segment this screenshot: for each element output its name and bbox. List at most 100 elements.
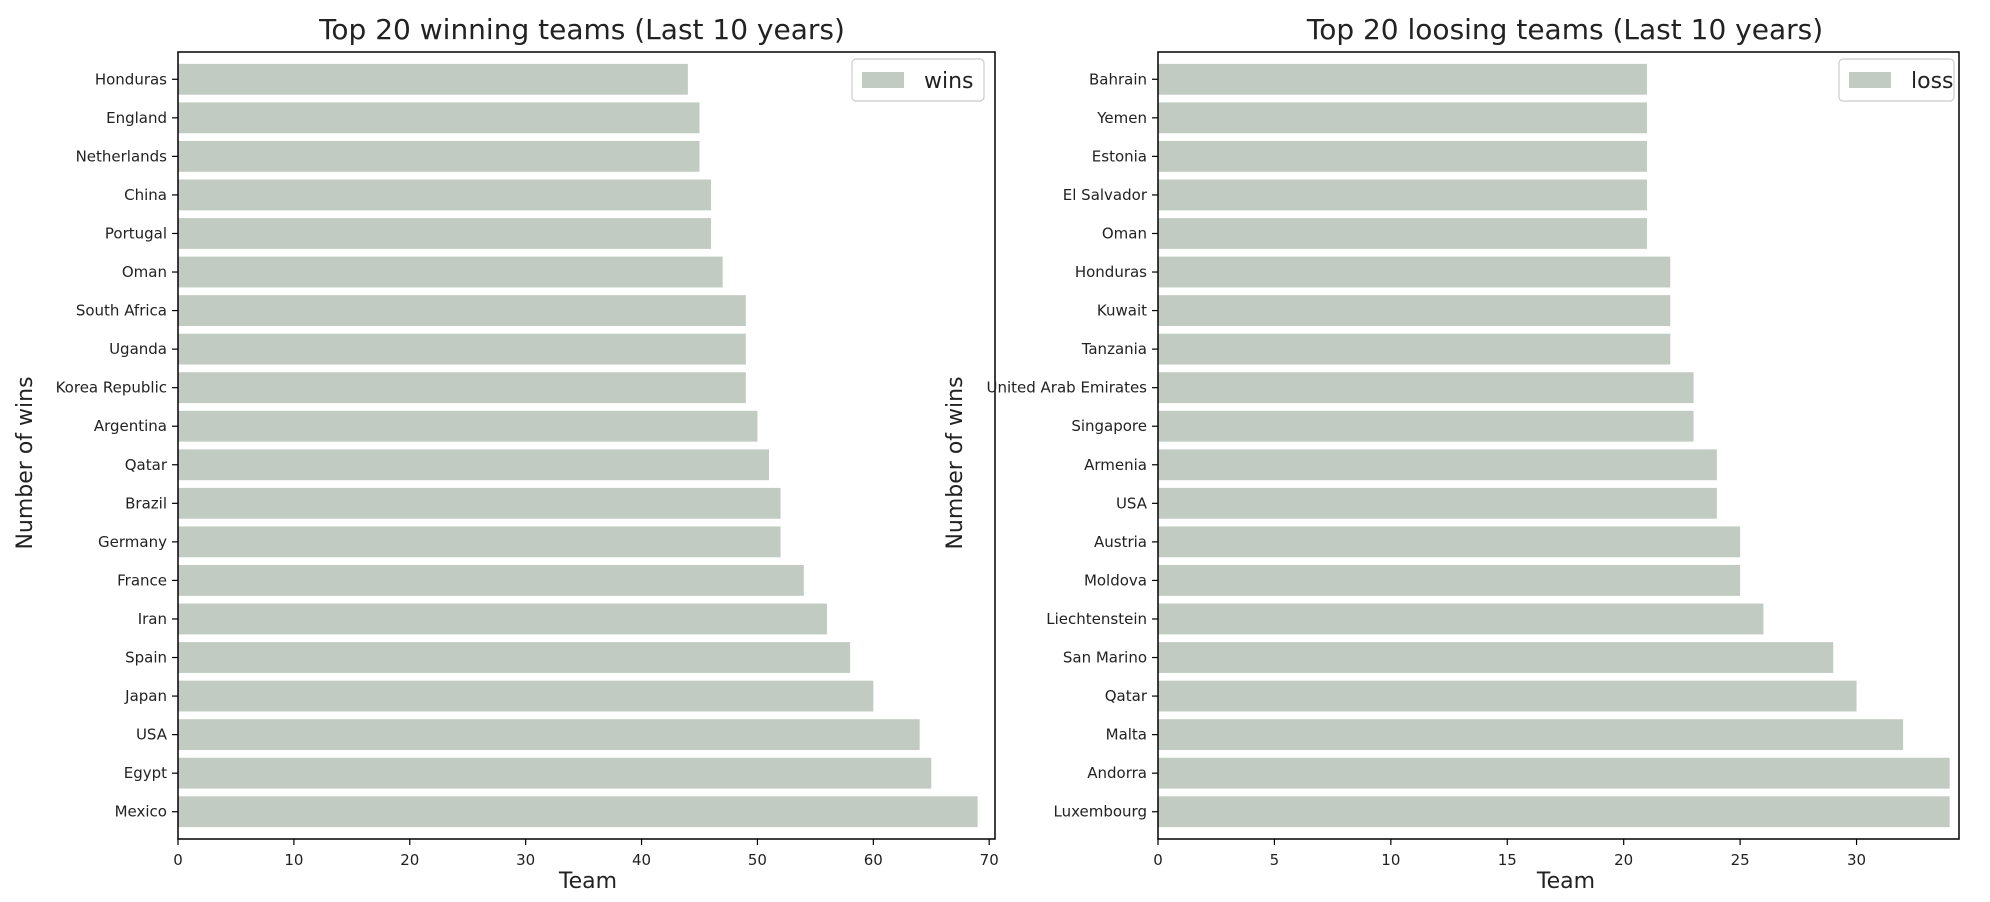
y-tick-label: USA: [136, 726, 168, 744]
x-tick-label: 60: [864, 851, 883, 869]
x-tick-label: 0: [1153, 851, 1163, 869]
chart-losing-teams: Top 20 loosing teams (Last 10 years) Tea…: [943, 13, 1960, 894]
y-tick-label: Qatar: [1105, 687, 1148, 705]
y-tick-label: Korea Republic: [56, 379, 167, 397]
y-tick-label: Honduras: [95, 70, 167, 88]
x-axis-label: Team: [558, 869, 617, 894]
bar-el-salvador: [1158, 179, 1647, 211]
y-tick-label: Kuwait: [1097, 302, 1147, 320]
y-tick-label: Japan: [124, 687, 167, 705]
bar-honduras: [1158, 256, 1671, 288]
x-tick-label: 30: [1847, 851, 1866, 869]
bar-bahrain: [1158, 63, 1647, 95]
bar-andorra: [1158, 757, 1950, 789]
bar-austria: [1158, 526, 1741, 558]
legend-box: [1838, 58, 1955, 102]
x-tick-label: 5: [1270, 851, 1280, 869]
y-tick-label: Moldova: [1084, 571, 1147, 589]
y-tick-label: Armenia: [1084, 456, 1147, 474]
x-tick-label: 30: [516, 851, 535, 869]
x-ticks: 0 5 10 15 20 25 30: [1153, 839, 1866, 869]
chart-title: Top 20 winning teams (Last 10 years): [318, 13, 845, 46]
y-ticks: Bahrain Yemen Estonia El Salvador Oman Hondur…: [986, 70, 1158, 821]
y-tick-label: Estonia: [1092, 147, 1147, 165]
y-tick-label: USA: [1116, 494, 1148, 512]
y-tick-label: Spain: [125, 649, 167, 667]
y-tick-label: Honduras: [1075, 263, 1147, 281]
y-tick-label: United Arab Emirates: [986, 379, 1147, 397]
bar-united-arab-emirates: [1158, 372, 1694, 404]
y-tick-label: France: [117, 571, 167, 589]
legend: loss: [1838, 58, 1955, 102]
plot-frame: [177, 51, 996, 840]
bar-oman: [178, 256, 723, 288]
y-tick-label: El Salvador: [1063, 186, 1148, 204]
x-ticks: 0 10 20 30 40 50 60 70: [173, 839, 999, 869]
legend-label: loss: [1911, 69, 1954, 94]
y-tick-label: Malta: [1106, 726, 1147, 744]
x-tick-label: 20: [400, 851, 419, 869]
y-tick-label: Netherlands: [76, 147, 168, 165]
bar-germany: [178, 526, 781, 558]
bar-luxembourg: [1158, 796, 1950, 828]
chart-winning-teams: Top 20 winning teams (Last 10 years) Tea…: [13, 13, 999, 894]
bar-singapore: [1158, 410, 1694, 442]
y-tick-label: Liechtenstein: [1046, 610, 1147, 628]
y-tick-label: Austria: [1094, 533, 1147, 551]
y-tick-label: South Africa: [76, 302, 167, 320]
bar-honduras: [178, 63, 688, 95]
bar-korea-republic: [178, 372, 746, 404]
y-tick-label: Tanzania: [1081, 340, 1147, 358]
legend-swatch: [1849, 72, 1891, 88]
bar-england: [178, 102, 700, 134]
bar-japan: [178, 680, 874, 712]
x-tick-label: 0: [173, 851, 183, 869]
bar-tanzania: [1158, 333, 1671, 365]
bar-kuwait: [1158, 295, 1671, 326]
y-tick-label: Iran: [138, 610, 167, 628]
y-axis-label: Number of wins: [943, 376, 968, 549]
bar-liechtenstein: [1158, 603, 1764, 635]
y-tick-label: Mexico: [115, 803, 167, 821]
x-axis-label: Team: [1536, 869, 1595, 894]
y-tick-label: Qatar: [125, 456, 168, 474]
bar-moldova: [1158, 565, 1741, 596]
bar-china: [178, 179, 712, 211]
x-tick-label: 50: [748, 851, 767, 869]
x-tick-label: 10: [284, 851, 303, 869]
bar-france: [178, 565, 804, 596]
y-tick-label: England: [106, 109, 167, 127]
x-tick-label: 20: [1614, 851, 1633, 869]
y-tick-label: China: [124, 186, 167, 204]
y-tick-label: Oman: [122, 263, 167, 281]
y-tick-label: Bahrain: [1089, 70, 1147, 88]
bar-mexico: [178, 796, 978, 828]
y-tick-label: Portugal: [105, 224, 167, 242]
y-axis-label: Number of wins: [13, 376, 38, 549]
bar-netherlands: [178, 140, 700, 172]
bars-group: [178, 63, 978, 828]
x-tick-label: 10: [1381, 851, 1400, 869]
y-tick-label: Uganda: [109, 340, 167, 358]
y-tick-label: Luxembourg: [1054, 803, 1148, 821]
legend-swatch: [862, 72, 904, 88]
bar-qatar: [178, 449, 770, 481]
bar-san-marino: [1158, 642, 1834, 673]
bar-spain: [178, 642, 851, 673]
x-tick-label: 70: [980, 851, 999, 869]
y-tick-label: Andorra: [1087, 764, 1147, 782]
bar-egypt: [178, 757, 932, 789]
x-tick-label: 15: [1498, 851, 1517, 869]
bar-usa: [1158, 487, 1717, 519]
y-tick-label: Egypt: [124, 764, 167, 782]
plot-frame: [1157, 51, 1960, 840]
y-tick-label: Germany: [98, 533, 167, 551]
y-ticks: Honduras England Netherlands China Portugal O…: [56, 70, 178, 821]
bar-uganda: [178, 333, 746, 365]
legend: wins: [851, 58, 985, 102]
bar-armenia: [1158, 449, 1717, 481]
legend-box: [851, 58, 985, 102]
bar-iran: [178, 603, 827, 635]
y-tick-label: San Marino: [1063, 649, 1147, 667]
